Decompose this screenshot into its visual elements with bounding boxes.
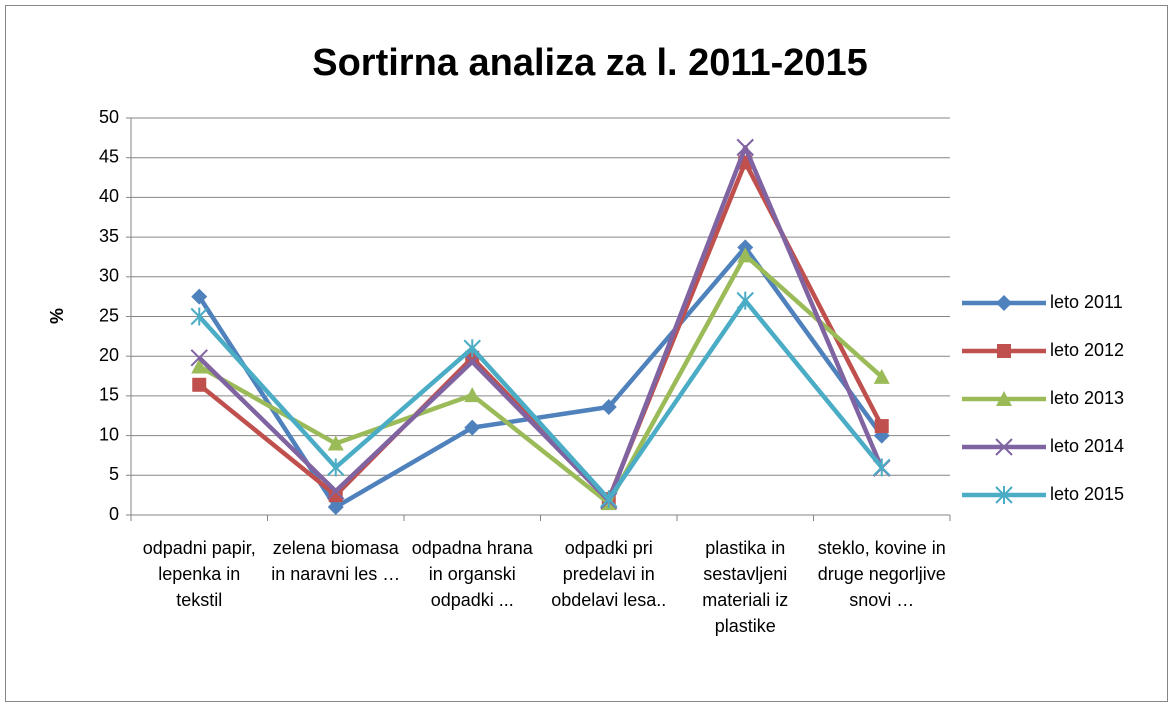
x-tick-label: plastika in sestavljeni materiali iz pla… [702,538,789,636]
x-tick-label: steklo, kovine in druge negorljive snovi… [817,538,946,610]
marker [464,419,481,436]
marker [464,387,481,403]
marker [873,458,891,477]
y-tick-label: 40 [99,186,119,206]
marker [190,307,208,326]
x-tick-label: odpadni papir, lepenka in tekstil [142,538,256,610]
y-tick-label: 10 [99,424,119,444]
y-axis-label: % [47,308,67,324]
chart-frame [5,5,1168,702]
y-tick-label: 20 [99,345,119,365]
marker [327,499,344,516]
marker [328,488,343,503]
legend-marker [997,344,1011,358]
marker [327,482,345,500]
marker [463,339,481,358]
y-tick-label: 15 [99,385,119,405]
legend-label: leto 2015 [1050,484,1124,504]
series-line [198,253,884,506]
y-tick-label: 25 [99,305,119,325]
marker [600,399,617,416]
y-tick-label: 50 [99,107,119,127]
y-tick-label: 30 [99,266,119,286]
marker [327,435,344,451]
marker [190,349,208,367]
marker [192,377,207,392]
marker [874,419,889,434]
legend-label: leto 2014 [1050,436,1124,456]
legend-label: leto 2011 [1050,292,1123,312]
legend-label: leto 2012 [1050,340,1124,360]
marker [327,458,345,477]
legend-marker [996,391,1012,406]
series-line [197,298,884,502]
chart-title: Sortirna analiza za l. 2011-2015 [312,42,868,84]
legend-label: leto 2013 [1050,388,1124,408]
x-tick-label: zelena biomasa in naravni les … [271,538,401,584]
y-tick-label: 0 [109,504,119,524]
marker [736,291,754,310]
y-tick-label: 35 [99,226,119,246]
marker [736,138,754,157]
marker [873,368,890,384]
x-tick-label: odpadki pri predelavi in obdelavi lesa.. [551,538,667,610]
marker [191,358,208,374]
marker [737,247,754,263]
marker [191,288,208,305]
marker [600,490,618,509]
y-tick-label: 5 [109,464,119,484]
legend-marker [995,438,1013,456]
x-tick-label: odpadna hrana in organski odpadki ... [411,538,533,610]
legend-marker [996,295,1012,311]
series-line [197,145,884,503]
legend-marker [995,486,1013,504]
y-tick-label: 45 [99,146,119,166]
